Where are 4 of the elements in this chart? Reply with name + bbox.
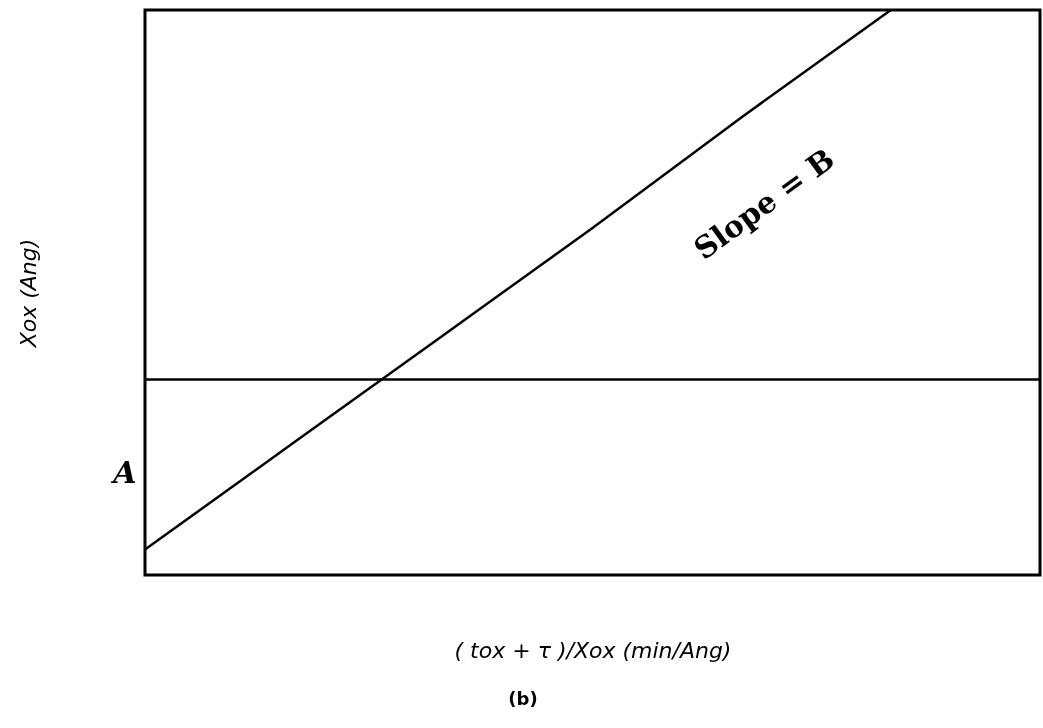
- text: A: [110, 455, 137, 490]
- y-axis-title: Xox (Ang): [15, 238, 41, 349]
- text: (b): [508, 688, 538, 709]
- x-axis-title: ( tox + τ )/Xox (min/Ang): [454, 637, 732, 663]
